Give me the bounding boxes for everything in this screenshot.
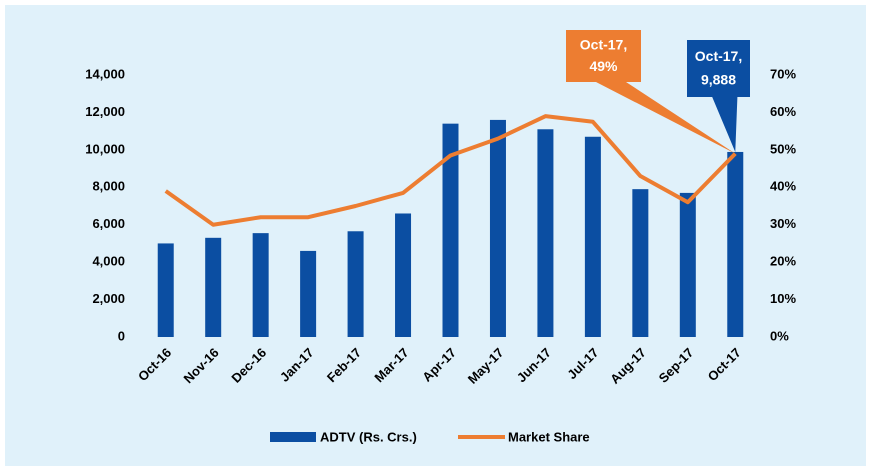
- bar: [584, 136, 601, 337]
- y-tick-label: 14,000: [85, 66, 125, 81]
- y-tick-label: 10%: [770, 291, 796, 306]
- callout: Oct-17, 49%: [566, 30, 736, 154]
- y-tick-label: 0: [118, 328, 125, 343]
- y-tick-label: 10,000: [85, 141, 125, 156]
- bar: [395, 213, 412, 337]
- bar: [537, 129, 554, 337]
- y-tick-label: 4,000: [92, 254, 125, 269]
- legend-swatch: [270, 432, 316, 442]
- bar: [157, 243, 174, 337]
- bar: [442, 123, 459, 338]
- bar: [347, 231, 364, 337]
- y-tick-label: 20%: [770, 254, 796, 269]
- y-tick-label: 70%: [770, 66, 796, 81]
- callout-text: Oct-17,: [695, 48, 742, 64]
- y-tick-label: 6,000: [92, 216, 125, 231]
- legend-label: Market Share: [508, 429, 590, 444]
- line: [164, 114, 737, 227]
- y-tick-label: 2,000: [92, 291, 125, 306]
- y-tick-label: 0%: [770, 328, 789, 343]
- bar: [205, 237, 222, 337]
- callout-box: [687, 40, 750, 152]
- callout-box: [566, 30, 736, 154]
- legend-label: ADTV (Rs. Crs.): [320, 429, 417, 444]
- bar: [252, 233, 269, 337]
- callout: Oct-17, 9,888: [687, 40, 750, 152]
- y-tick-label: 30%: [770, 216, 796, 231]
- y-tick-label: 8,000: [92, 179, 125, 194]
- bar: [300, 250, 317, 337]
- y-tick-label: 40%: [770, 179, 796, 194]
- bar: [727, 151, 744, 337]
- data-label: 9,888: [701, 72, 736, 88]
- bar: [679, 192, 696, 337]
- data-label: 49%: [589, 58, 618, 74]
- bar: [632, 189, 649, 337]
- bar: [489, 119, 506, 338]
- y-tick-label: 12,000: [85, 104, 125, 119]
- y-tick-label: 60%: [770, 104, 796, 119]
- callout-text: Oct-17,: [580, 36, 627, 52]
- y-tick-label: 50%: [770, 141, 796, 156]
